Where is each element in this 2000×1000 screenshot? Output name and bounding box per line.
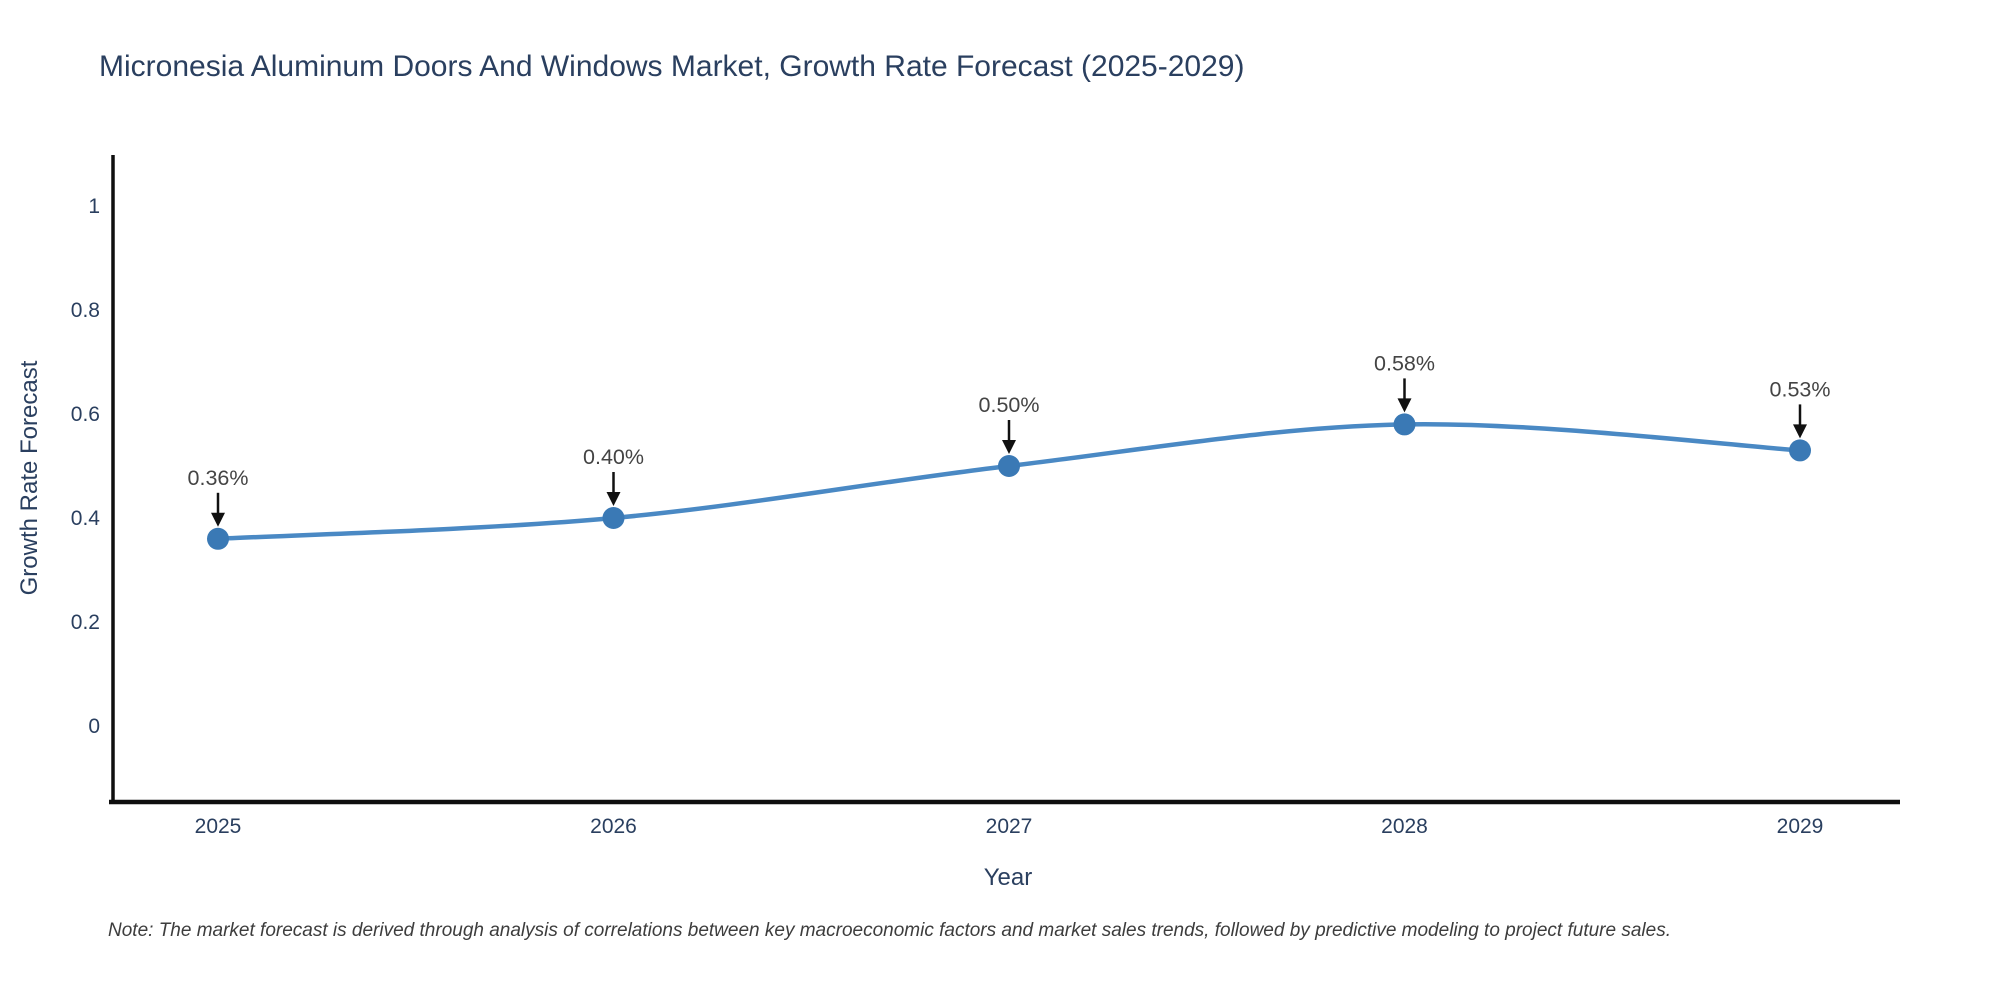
data-point-marker xyxy=(1393,413,1416,436)
x-tick-label: 2026 xyxy=(590,815,637,838)
y-tick-label: 0.8 xyxy=(71,299,100,322)
y-tick-label: 0.6 xyxy=(71,403,100,426)
y-tick-label: 0.4 xyxy=(71,507,101,530)
x-axis-title: Year xyxy=(983,864,1033,891)
annotation-label: 0.36% xyxy=(188,466,249,490)
annotation-label: 0.50% xyxy=(979,393,1040,417)
data-point-marker xyxy=(602,507,625,529)
x-tick-label: 2029 xyxy=(1777,815,1824,838)
footnote: Note: The market forecast is derived thr… xyxy=(108,920,1671,941)
x-tick-label: 2027 xyxy=(986,815,1033,838)
annotation-label: 0.53% xyxy=(1770,377,1831,401)
y-tick-label: 0 xyxy=(88,715,100,738)
annotation-arrowhead xyxy=(211,512,225,527)
annotation-arrowhead xyxy=(1793,424,1807,439)
annotation-arrowhead xyxy=(1397,398,1412,413)
x-tick-label: 2025 xyxy=(195,815,242,838)
data-point-marker xyxy=(207,527,229,550)
annotation-arrowhead xyxy=(606,492,621,506)
y-tick-label: 0.2 xyxy=(71,611,100,634)
data-point-marker xyxy=(1789,439,1811,462)
data-point-marker xyxy=(998,455,1020,477)
annotation-label: 0.40% xyxy=(583,445,644,469)
chart-title: Micronesia Aluminum Doors And Windows Ma… xyxy=(99,50,1245,83)
annotation-label: 0.58% xyxy=(1374,351,1435,375)
x-tick-label: 2028 xyxy=(1381,815,1428,838)
annotation-arrowhead xyxy=(1002,440,1016,454)
y-tick-label: 1 xyxy=(88,195,100,218)
